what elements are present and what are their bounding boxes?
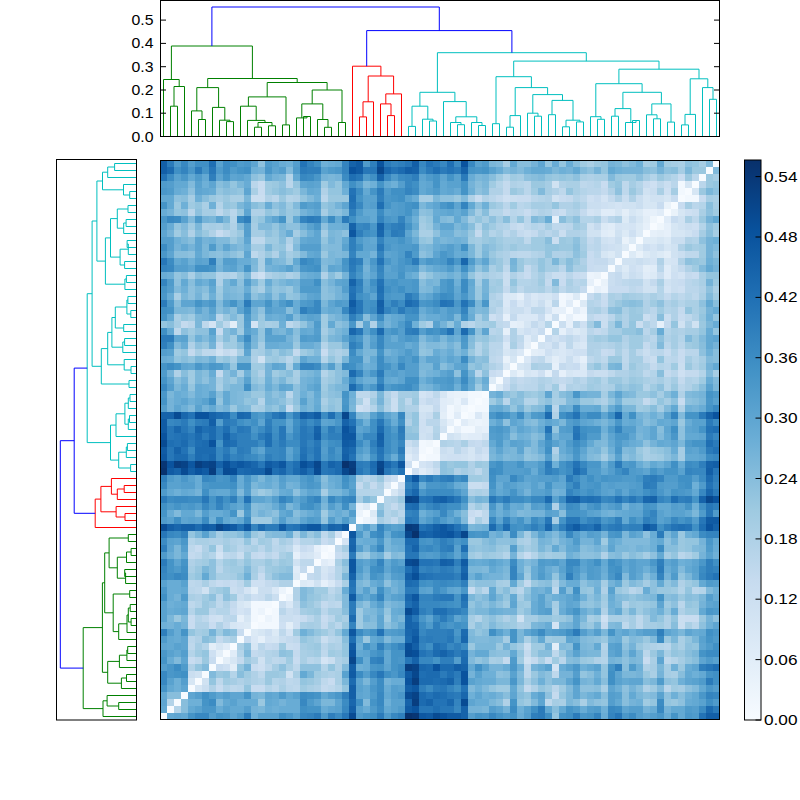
svg-text:0.2: 0.2 (132, 82, 154, 98)
svg-text:0.0: 0.0 (132, 129, 154, 145)
svg-text:0.42: 0.42 (764, 289, 798, 305)
svg-text:0.4: 0.4 (132, 35, 154, 51)
svg-text:0.30: 0.30 (764, 410, 798, 426)
svg-text:0.12: 0.12 (764, 591, 798, 607)
svg-text:0.06: 0.06 (764, 652, 798, 668)
svg-text:0.24: 0.24 (764, 471, 798, 487)
svg-text:0.54: 0.54 (764, 169, 798, 185)
svg-text:0.3: 0.3 (132, 59, 154, 75)
svg-text:0.5: 0.5 (132, 12, 154, 28)
svg-text:0.36: 0.36 (764, 350, 798, 366)
svg-text:0.48: 0.48 (764, 229, 798, 245)
svg-text:0.18: 0.18 (764, 531, 798, 547)
svg-text:0.00: 0.00 (764, 712, 798, 728)
svg-text:0.1: 0.1 (132, 105, 154, 121)
